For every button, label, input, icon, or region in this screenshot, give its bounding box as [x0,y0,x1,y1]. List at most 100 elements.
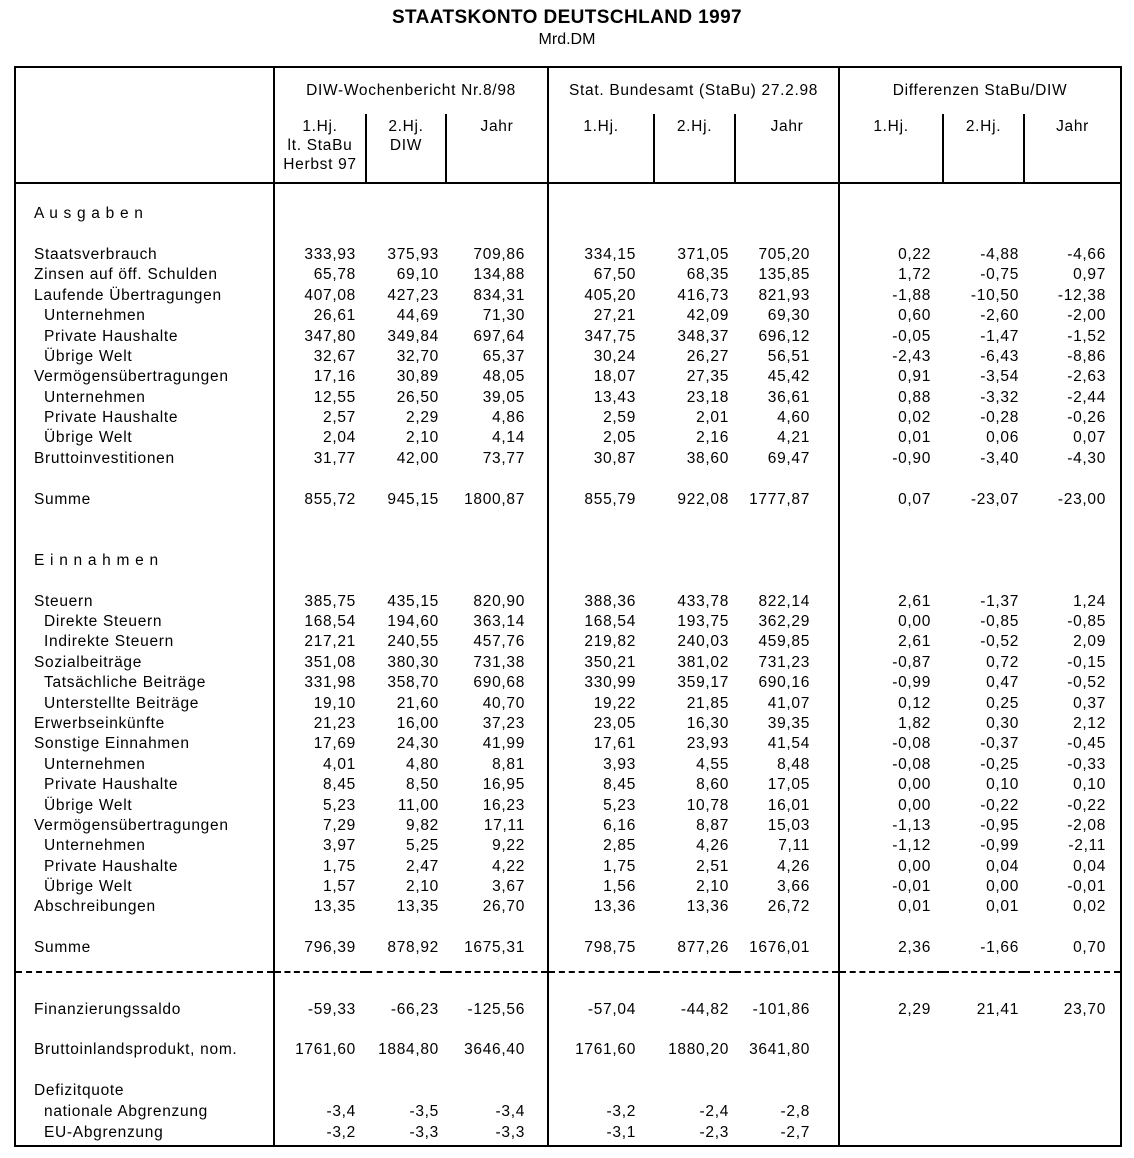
cell-stabu-jahr: 16,01 [767,796,811,814]
row-label: Defizitquote [34,1082,125,1100]
cell-stabu-jahr: 36,61 [767,388,811,406]
cell-stabu-2hj: 193,75 [677,613,730,630]
row-label [15,571,274,591]
cell-diw-2hj [366,551,446,571]
cell-stabu-jahr [735,530,839,550]
data-row: EU-Abgrenzung -3,2 -3,3 -3,3 -3,1 -2,3 -2,7 [15,1121,1121,1146]
data-row: Finanzierungssaldo -59,33 -66,23 -125,56 -57… [15,999,1121,1020]
cell-diff-jahr [1024,918,1121,938]
data-row: Vermögensübertragungen 17,16 30,89 48,05 18,… [15,367,1121,388]
cell-diff-1hj: 1,72 [838,265,944,286]
cell-diff-jahr [1024,571,1121,591]
cell-diff-2hj [943,183,1024,204]
cell-stabu-2hj: 4,55 [696,755,730,773]
cell-stabu-jahr [735,551,839,571]
cell-diw-1hj: 12,55 [273,387,366,408]
data-row: Vermögensübertragungen 7,29 9,82 17,11 6,16 8… [15,815,1121,837]
cell-diw-1hj: 32,67 [273,346,366,368]
cell-diw-jahr: 1800,87 [464,490,526,508]
cell-diff-jahr: 0,97 [1073,266,1107,284]
cell-diw-2hj: 8,50 [406,776,439,794]
cell-diff-jahr [1024,1122,1121,1146]
cell-diw-jahr [446,530,548,550]
cell-diw-1hj: 3,97 [273,836,366,857]
cell-diff-1hj: 0,00 [838,795,944,816]
cell-stabu-2hj: -2,3 [699,1124,730,1142]
cell-diw-1hj: 2,57 [273,407,366,429]
cell-diw-2hj: 435,15 [387,592,439,610]
cell-diff-2hj: -0,37 [980,735,1020,753]
row-label: Übrige Welt [44,429,133,447]
cell-diff-jahr: -0,15 [1067,653,1107,671]
cell-stabu-1hj: 350,21 [547,652,655,673]
cell-stabu-jahr: 17,05 [767,776,811,794]
cell-diff-1hj: 2,61 [838,632,944,653]
cell-stabu-2hj: 371,05 [677,245,730,263]
cell-diw-jahr: 697,64 [473,327,526,345]
cell-diff-jahr: -12,38 [1057,286,1107,304]
cell-diff-2hj [943,204,1024,224]
staatskonto-table: DIW-Wochenbericht Nr.8/98 Stat. Bundesam… [14,66,1123,1147]
cell-diw-1hj [273,1060,366,1082]
cell-diw-jahr: 709,86 [473,245,526,263]
cell-diw-1hj: -3,2 [273,1121,366,1146]
cell-stabu-1hj: 3,93 [547,754,655,775]
cell-diff-2hj: -0,99 [980,837,1020,855]
cell-diw-1hj: 65,78 [273,265,366,286]
cell-diw-2hj [366,183,446,204]
cell-diff-2hj: -0,85 [980,613,1020,630]
cell-diff-1hj: 0,12 [838,693,944,714]
cell-stabu-jahr: -101,86 [752,1000,811,1018]
cell-diff-2hj: -0,75 [980,266,1020,284]
row-label: Finanzierungssaldo [34,1000,182,1018]
row-label: Bruttoinlandsprodukt, nom. [34,1041,238,1059]
cell-diff-2hj [943,1061,1024,1081]
cell-diw-2hj [366,1081,446,1101]
section-row: A u s g a b e n [15,204,1121,225]
cell-stabu-2hj [654,1061,735,1081]
cell-diw-jahr [446,551,548,571]
cell-stabu-1hj: 13,43 [547,387,655,408]
cell-stabu-1hj: 67,50 [547,265,655,286]
cell-diw-1hj: 19,10 [273,693,366,714]
data-row: Unternehmen 3,97 5,25 9,22 2,85 4,26 7,11 -1,12… [15,836,1121,857]
cell-diw-jahr: 71,30 [482,307,526,325]
cell-diw-2hj: -3,3 [409,1124,439,1142]
cell-diff-jahr: -0,45 [1067,735,1107,753]
cell-stabu-2hj [654,183,735,204]
cell-stabu-2hj: 2,01 [696,409,730,427]
cell-diw-2hj: 32,70 [396,347,439,365]
cell-diw-2hj: 2,47 [406,857,439,875]
cell-stabu-1hj [547,509,655,531]
cell-diw-1hj: 168,54 [273,611,366,633]
cell-diff-jahr [1024,510,1121,530]
row-label: Übrige Welt [44,347,133,365]
cell-diff-1hj [838,469,944,490]
cell-stabu-jahr: 39,35 [767,714,811,732]
row-label [15,972,274,999]
cell-diff-jahr: -4,30 [1067,449,1107,467]
cell-stabu-1hj: 798,75 [547,938,655,959]
spacer-row [15,1019,1121,1041]
cell-stabu-2hj [654,204,735,224]
sum-row: Summe 855,72 945,15 1800,87 855,79 922,08 1777… [15,489,1121,510]
cell-diff-jahr [1024,530,1121,550]
cell-diff-2hj: 0,47 [986,674,1020,692]
data-row: Sonstige Einnahmen 17,69 24,30 41,99 17,61 23… [15,734,1121,755]
cell-diff-1hj: 0,88 [838,387,944,408]
cell-stabu-jahr [735,510,839,530]
cell-diff-jahr [1024,972,1121,999]
cell-diw-1hj [273,1081,366,1102]
cell-diw-2hj: -3,5 [409,1102,439,1120]
cell-stabu-1hj: 5,23 [547,795,655,816]
data-row: Steuern 385,75 435,15 820,90 388,36 433,78 822… [15,591,1121,612]
cell-stabu-2hj: 8,87 [696,816,730,834]
cell-diff-1hj: 0,02 [838,407,944,429]
cell-stabu-jahr: 3641,80 [749,1041,811,1059]
spacer-row [15,972,1121,1000]
cell-stabu-jahr: 69,30 [767,307,811,325]
cell-diw-jahr: 834,31 [473,286,526,304]
cell-stabu-jahr: 1777,87 [749,490,811,508]
cell-diff-2hj: 0,04 [986,857,1020,875]
cell-stabu-jahr [735,1061,839,1081]
